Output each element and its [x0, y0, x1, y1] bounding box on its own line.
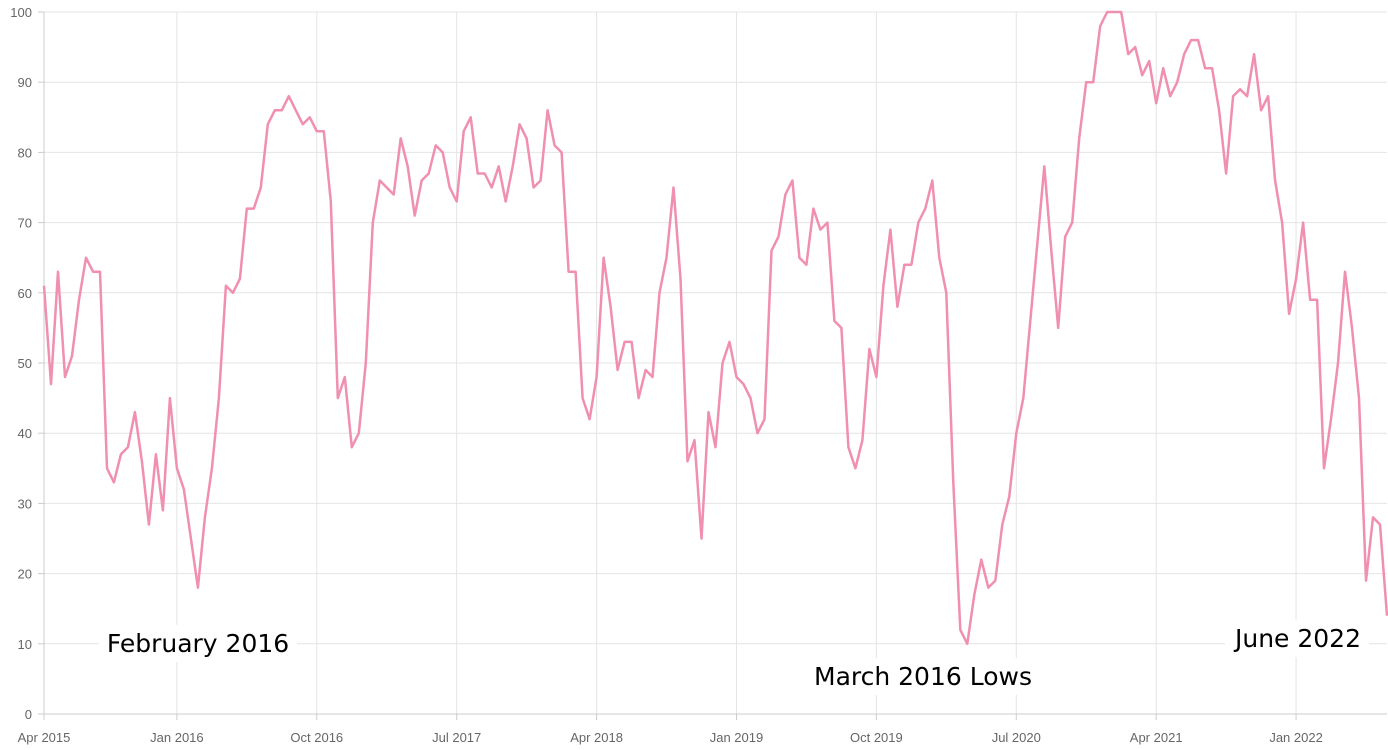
annotation-background: [1224, 620, 1370, 657]
y-tick-label: 50: [18, 356, 32, 371]
x-tick-label: Oct 2016: [290, 730, 343, 745]
x-tick-label: Apr 2018: [570, 730, 623, 745]
y-tick-label: 0: [25, 707, 32, 722]
y-tick-label: 20: [18, 567, 32, 582]
line: [42, 10, 1388, 646]
x-tick-label: Jan 2022: [1269, 730, 1323, 745]
y-tick-label: 40: [18, 426, 32, 441]
x-tick-label: Jul 2020: [992, 730, 1041, 745]
y-tick-label: 10: [18, 637, 32, 652]
annotation: March 2016 Lows: [814, 662, 1032, 691]
y-tick-label: 60: [18, 286, 32, 301]
annotation: June 2022: [1233, 624, 1361, 653]
y-tick-label: 30: [18, 496, 32, 511]
y-tick-label: 80: [18, 145, 32, 160]
x-tick-label: Jan 2019: [710, 730, 764, 745]
annotation-background: [806, 658, 1040, 695]
annotation-background: [98, 625, 298, 662]
x-tick-label: Apr 2015: [18, 730, 71, 745]
x-tick-label: Oct 2019: [850, 730, 903, 745]
y-tick-label: 100: [10, 5, 32, 20]
x-tick-label: Jul 2017: [432, 730, 481, 745]
x-tick-label: Apr 2021: [1130, 730, 1183, 745]
x-tick-label: Jan 2016: [150, 730, 204, 745]
y-tick-label: 70: [18, 216, 32, 231]
annotation: February 2016: [107, 629, 289, 658]
y-tick-label: 90: [18, 75, 32, 90]
